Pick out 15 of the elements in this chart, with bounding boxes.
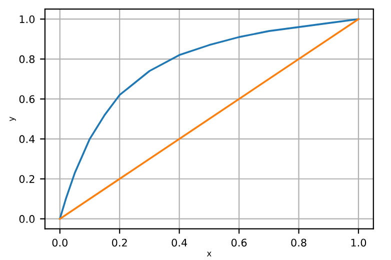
y-tick-label: 0.8	[19, 55, 35, 64]
y-tick-label: 0.6	[19, 95, 35, 104]
x-tick-label: 0.8	[291, 238, 306, 247]
x-tick-label: 0.0	[52, 238, 68, 247]
y-tick-label: 0.0	[19, 215, 35, 223]
y-tick-label: 1.0	[20, 15, 35, 24]
x-tick-label: 0.4	[172, 238, 188, 247]
x-tick-label: 0.6	[231, 238, 247, 247]
x-tick-label: 0.2	[112, 238, 127, 247]
line-series	[58, 18, 360, 220]
y-axis-title: y	[10, 116, 16, 122]
x-tick-label: 1.0	[351, 238, 366, 247]
x-axis-title: x	[206, 252, 212, 256]
y-tick-label: 0.2	[19, 175, 34, 183]
y-tick-label: 0.4	[19, 135, 35, 144]
